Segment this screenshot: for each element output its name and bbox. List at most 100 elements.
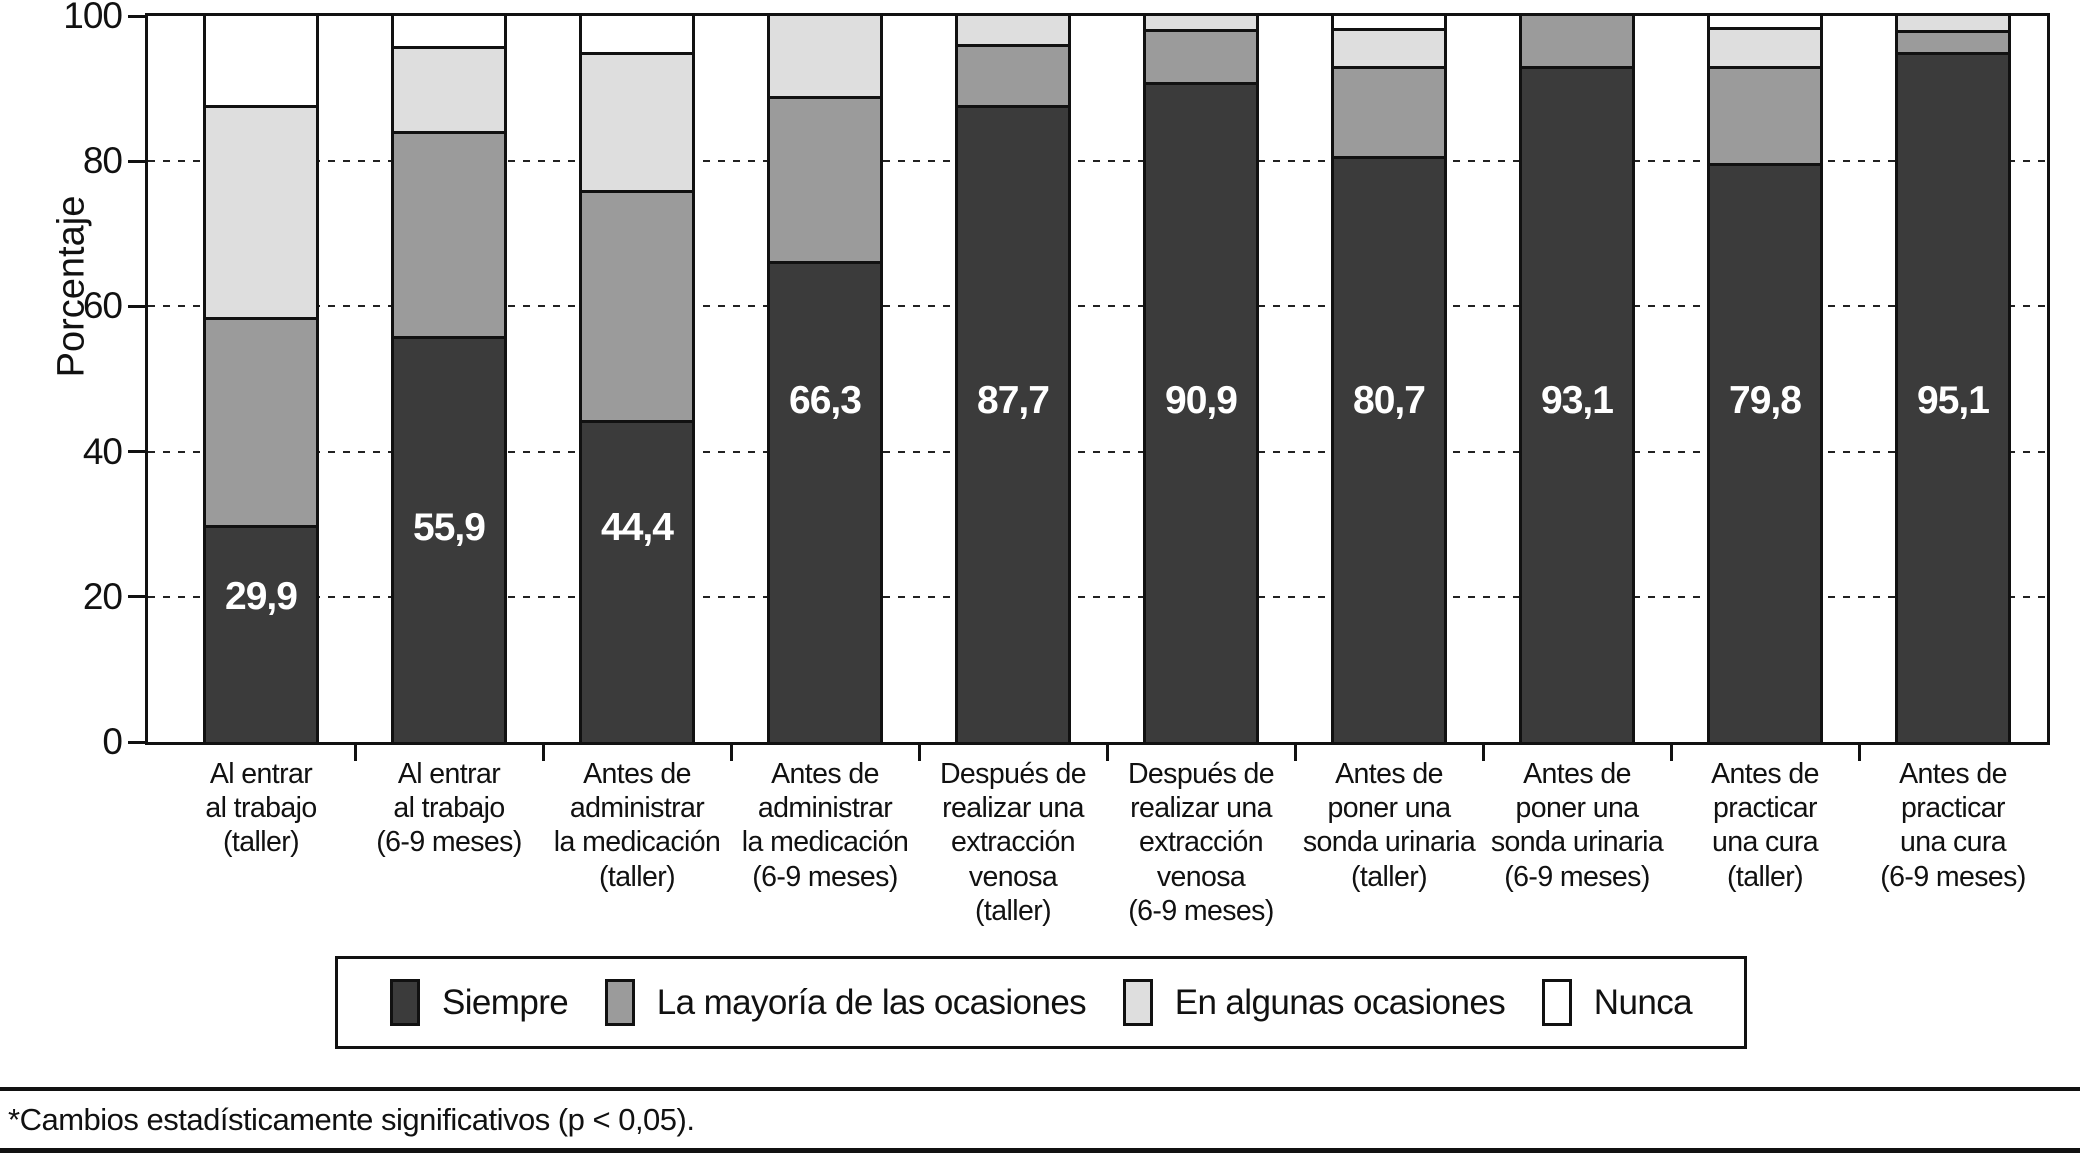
bar-value-label: 66,3 — [789, 378, 862, 422]
legend-box: Siempre La mayoría de las ocasiones En alg… — [335, 956, 1747, 1049]
category-label-line: (6-9 meses) — [1504, 860, 1650, 893]
stacked-bar-9: 79,8 — [1707, 16, 1823, 742]
category-label-line: la medicación — [553, 826, 721, 859]
x-tick-mark-8 — [1670, 745, 1673, 761]
legend-label: La mayoría de las ocasiones — [656, 982, 1087, 1022]
category-label-line: Antes de — [1335, 758, 1443, 790]
bar-segment-la-mayor-a-de-las-ocasiones — [1334, 66, 1444, 157]
bar-segment-en-algunas-ocasiones — [394, 45, 504, 132]
gridline-80 — [148, 160, 2047, 163]
category-label-line: Antes de — [771, 758, 879, 790]
category-label-line: sonda urinaria — [1490, 826, 1664, 859]
legend-item-en-algunas-ocasiones: En algunas ocasiones — [1122, 979, 1506, 1026]
bar-value-label: 44,4 — [601, 505, 674, 549]
bar-segment-siempre — [1146, 82, 1256, 742]
legend-label: En algunas ocasiones — [1174, 982, 1506, 1022]
bar-segment-siempre — [1710, 162, 1820, 742]
bar-segment-siempre — [394, 336, 504, 742]
category-label-line: (taller) — [1351, 860, 1428, 893]
category-label-7: Antes de poner una sonda urinaria (taller) — [1259, 757, 1519, 894]
category-label-line: Después de — [939, 758, 1087, 790]
stacked-bar-1: 29,9 — [203, 16, 319, 742]
legend-swatch-icon — [1541, 979, 1572, 1026]
category-label-line: (6-9 meses) — [1880, 860, 2026, 893]
category-label-line: practicar — [1713, 792, 1817, 825]
bar-segment-nunca — [582, 16, 692, 53]
category-label-line: una cura — [1711, 826, 1819, 859]
footnote-rule-bottom — [0, 1148, 2080, 1153]
category-label-line: Al entrar — [397, 758, 501, 790]
stacked-bar-2: 55,9 — [391, 16, 507, 742]
legend-swatch-icon — [604, 979, 635, 1026]
bar-segment-la-mayor-a-de-las-ocasiones — [1146, 29, 1256, 83]
category-label-line: (taller) — [223, 826, 300, 859]
bar-value-label: 55,9 — [413, 505, 486, 549]
bar-value-label: 90,9 — [1165, 378, 1238, 422]
category-label-line: Al entrar — [209, 758, 313, 790]
category-label-line: realizar una — [942, 792, 1084, 825]
bar-value-label: 87,7 — [977, 378, 1050, 422]
bar-segment-siempre — [1334, 156, 1444, 742]
category-label-10: Antes de practicar una cura (6-9 meses) — [1823, 757, 2080, 894]
bar-segment-en-algunas-ocasiones — [1334, 28, 1444, 67]
stacked-bar-7: 80,7 — [1331, 16, 1447, 742]
bar-segment-siempre — [770, 260, 880, 742]
bar-segment-nunca — [1334, 16, 1444, 29]
category-label-line: extracción — [1139, 826, 1264, 859]
bar-value-label: 95,1 — [1917, 378, 1990, 422]
category-label-1: Al entrar al trabajo (taller) — [131, 757, 391, 860]
y-tick-label-80: 80 — [82, 140, 123, 182]
category-label-line: venosa — [968, 860, 1058, 893]
y-tick-label-20: 20 — [82, 575, 123, 617]
bar-segment-en-algunas-ocasiones — [1898, 16, 2008, 30]
category-label-line: (taller) — [599, 860, 676, 893]
bar-segment-en-algunas-ocasiones — [770, 16, 880, 96]
x-tick-mark-5 — [1106, 745, 1109, 761]
bar-value-label: 80,7 — [1353, 378, 1426, 422]
bar-segment-la-mayor-a-de-las-ocasiones — [206, 317, 316, 525]
category-label-line: (6-9 meses) — [752, 860, 898, 893]
y-tick-label-40: 40 — [82, 430, 123, 472]
bar-segment-nunca — [394, 16, 504, 46]
category-label-line: la medicación — [741, 826, 909, 859]
category-label-5: Después de realizar una extracción venosa (t… — [883, 757, 1143, 928]
bar-segment-siempre — [1898, 51, 2008, 742]
category-label-line: poner una — [1515, 792, 1640, 825]
category-label-line: Antes de — [1523, 758, 1631, 790]
bar-value-label: 29,9 — [225, 574, 298, 618]
bar-segment-nunca — [206, 16, 316, 106]
bar-segment-la-mayor-a-de-las-ocasiones — [770, 95, 880, 261]
category-label-6: Después de realizar una extracción venosa (6… — [1071, 757, 1331, 928]
stacked-bar-4: 66,3 — [767, 16, 883, 742]
category-label-line: Antes de — [1899, 758, 2007, 790]
gridline-40 — [148, 450, 2047, 453]
legend-label: Siempre — [442, 982, 569, 1022]
x-tick-mark-4 — [918, 745, 921, 761]
bar-value-label: 79,8 — [1729, 378, 1802, 422]
legend-item-siempre: Siempre — [390, 979, 569, 1026]
footnote-rule-top — [0, 1087, 2080, 1091]
category-label-line: poner una — [1327, 792, 1452, 825]
x-tick-mark-7 — [1482, 745, 1485, 761]
x-tick-mark-9 — [1858, 745, 1861, 761]
y-tick-mark-60 — [128, 304, 145, 308]
category-label-line: sonda urinaria — [1302, 826, 1476, 859]
category-label-line: al trabajo — [393, 792, 505, 825]
footnote-text: *Cambios estadísticamente significativos… — [8, 1102, 695, 1137]
category-label-line: (6-9 meses) — [376, 826, 522, 859]
category-label-line: practicar — [1901, 792, 2005, 825]
category-label-line: (taller) — [1727, 860, 1804, 893]
y-tick-mark-20 — [128, 595, 145, 599]
stacked-bar-10: 95,1 — [1895, 16, 2011, 742]
stacked-bar-8: 93,1 — [1519, 16, 1635, 742]
category-label-line: (taller) — [975, 894, 1052, 927]
category-label-line: venosa — [1156, 860, 1246, 893]
y-tick-label-0: 0 — [102, 721, 123, 762]
category-label-line: Antes de — [583, 758, 691, 790]
category-label-line: extracción — [951, 826, 1076, 859]
legend-item-nunca: Nunca — [1541, 979, 1693, 1026]
bar-segment-siempre — [958, 105, 1068, 742]
category-label-line: al trabajo — [205, 792, 317, 825]
bar-segment-la-mayor-a-de-las-ocasiones — [582, 189, 692, 420]
category-label-2: Al entrar al trabajo (6-9 meses) — [319, 757, 579, 860]
